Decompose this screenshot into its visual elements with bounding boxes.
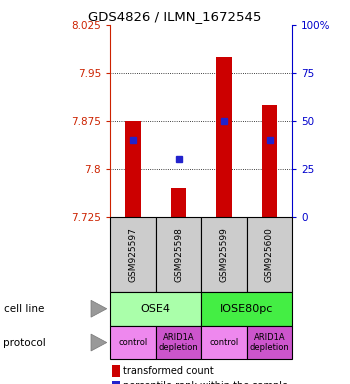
Text: GSM925597: GSM925597 [128, 227, 138, 282]
Text: IOSE80pc: IOSE80pc [220, 304, 273, 314]
Text: control: control [209, 338, 239, 347]
Text: GSM925598: GSM925598 [174, 227, 183, 282]
Text: cell line: cell line [4, 304, 44, 314]
Text: percentile rank within the sample: percentile rank within the sample [122, 381, 287, 384]
Text: ARID1A
depletion: ARID1A depletion [250, 333, 289, 352]
Bar [170, 188, 187, 217]
Text: GSM925600: GSM925600 [265, 227, 274, 282]
Bar [216, 57, 232, 217]
Text: GDS4826 / ILMN_1672545: GDS4826 / ILMN_1672545 [88, 10, 262, 23]
Text: ARID1A
depletion: ARID1A depletion [159, 333, 198, 352]
Text: protocol: protocol [4, 338, 46, 348]
Bar [125, 121, 141, 217]
Text: OSE4: OSE4 [141, 304, 171, 314]
Text: GSM925599: GSM925599 [219, 227, 229, 282]
Bar [261, 105, 278, 217]
Text: transformed count: transformed count [122, 366, 213, 376]
Text: control: control [118, 338, 148, 347]
